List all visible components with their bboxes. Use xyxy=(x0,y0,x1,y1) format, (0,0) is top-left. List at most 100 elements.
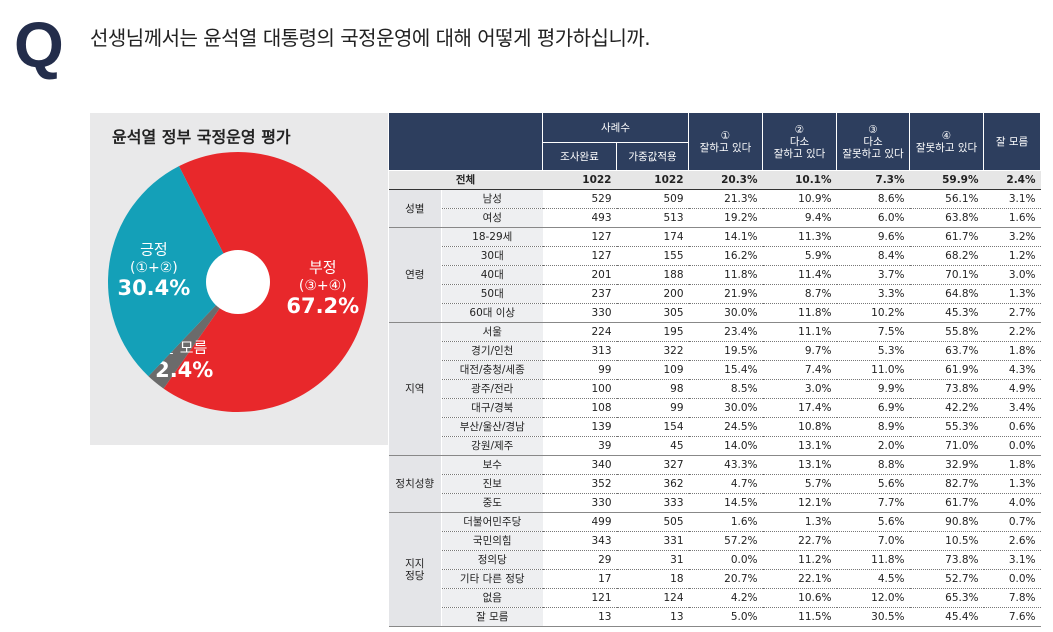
table-cell: 174 xyxy=(616,227,689,247)
table-cell: 21.9% xyxy=(688,284,763,304)
header-cell: ① 잘하고 있다 xyxy=(688,112,764,171)
table-cell: 499 xyxy=(542,512,617,532)
table-cell: 52.7% xyxy=(909,569,984,589)
slice-label: 긍정 xyxy=(140,240,168,258)
slice-sublabel: (①+②) xyxy=(130,260,178,276)
table-cell: 1.6% xyxy=(983,208,1041,228)
table-cell: 11.5% xyxy=(762,607,837,627)
table-cell: 64.8% xyxy=(909,284,984,304)
table-cell: 109 xyxy=(616,360,689,380)
table-cell: 73.8% xyxy=(909,550,984,570)
row-label: 강원/제주 xyxy=(441,436,543,456)
table-cell: 330 xyxy=(542,303,617,323)
header-row: 조사완료 가중값적용 xyxy=(389,142,1041,171)
table-cell: 43.3% xyxy=(688,455,763,475)
table-row: 성별 남성 529 509 21.3% 10.9% 8.6% 56.1% 3.1% xyxy=(388,189,1041,228)
table-cell: 505 xyxy=(616,512,689,532)
table-cell: 0.0% xyxy=(983,436,1041,456)
table-cell: 11.2% xyxy=(762,550,837,570)
table-cell: 8.9% xyxy=(836,417,910,437)
table-cell: 3.7% xyxy=(836,265,910,285)
table-cell: 82.7% xyxy=(909,474,984,494)
table-cell: 13 xyxy=(616,607,689,627)
header-cell: ③ 다소 잘못하고 있다 xyxy=(836,112,911,171)
table-cell: 4.3% xyxy=(983,360,1041,380)
table-cell: 1.8% xyxy=(983,455,1041,475)
slice-value: 2.4% xyxy=(155,358,213,382)
table-cell: 4.7% xyxy=(688,474,763,494)
table-cell: 4.0% xyxy=(983,493,1041,513)
table-cell: 0.7% xyxy=(983,512,1041,532)
table-cell: 9.6% xyxy=(836,227,910,247)
table-cell: 8.6% xyxy=(836,189,910,209)
table-cell: 11.0% xyxy=(836,360,910,380)
table-cell: 29 xyxy=(542,550,617,570)
table-row: 지지 정당 더불어민주당 499 505 1.6% 1.3% 5.6% 90.8% 0.7% xyxy=(388,512,1041,627)
table-cell: 333 xyxy=(616,493,689,513)
row-label: 진보 xyxy=(441,474,543,494)
table-cell: 55.3% xyxy=(909,417,984,437)
group-label: 지역 xyxy=(388,322,442,456)
table-cell: 65.3% xyxy=(909,588,984,608)
table-cell: 73.8% xyxy=(909,379,984,399)
table-row: 60대 이상 330 305 30.0% 11.8% 10.2% 45.3% 2.7% xyxy=(389,303,1041,323)
table-cell: 200 xyxy=(616,284,689,304)
table-cell: 7.4% xyxy=(762,360,837,380)
pie-slice xyxy=(108,166,239,377)
table-cell: 57.2% xyxy=(688,531,763,551)
table-cell: 327 xyxy=(616,455,689,475)
table-cell: 9.4% xyxy=(762,208,837,228)
row-label: 30대 xyxy=(441,246,543,266)
table-cell: 15.4% xyxy=(688,360,763,380)
table-row: 대전/충청/세종 99 109 15.4% 7.4% 11.0% 61.9% 4.3% xyxy=(389,360,1041,380)
table-cell: 330 xyxy=(542,493,617,513)
table-cell: 2.6% xyxy=(983,531,1041,551)
table-cell: 224 xyxy=(542,322,617,342)
row-label: 60대 이상 xyxy=(441,303,543,323)
row-label: 경기/인천 xyxy=(441,341,543,361)
table-cell: 24.5% xyxy=(688,417,763,437)
table-cell: 18 xyxy=(616,569,689,589)
table-cell: 45.4% xyxy=(909,607,984,627)
table-cell: 11.3% xyxy=(762,227,837,247)
table-row: 정의당 29 31 0.0% 11.2% 11.8% 73.8% 3.1% xyxy=(389,550,1041,570)
table-cell: 14.0% xyxy=(688,436,763,456)
group-label: 연령 xyxy=(388,227,442,323)
table-cell: 1.3% xyxy=(983,474,1041,494)
table-cell: 8.5% xyxy=(688,379,763,399)
table-cell: 42.2% xyxy=(909,398,984,418)
pie-slice xyxy=(148,282,238,389)
table-row: 경기/인천 313 322 19.5% 9.7% 5.3% 63.7% 1.8% xyxy=(389,341,1041,361)
table-cell: 39 xyxy=(542,436,617,456)
table-cell: 30.0% xyxy=(688,398,763,418)
table-cell: 11.8% xyxy=(688,265,763,285)
table-cell: 30.0% xyxy=(688,303,763,323)
table-row: 광주/전라 100 98 8.5% 3.0% 9.9% 73.8% 4.9% xyxy=(389,379,1041,399)
table-row: 대구/경북 108 99 30.0% 17.4% 6.9% 42.2% 3.4% xyxy=(389,398,1041,418)
row-label: 서울 xyxy=(441,322,543,342)
row-label: 40대 xyxy=(441,265,543,285)
table-cell: 0.0% xyxy=(688,550,763,570)
row-label: 여성 xyxy=(441,208,543,228)
table-cell: 55.8% xyxy=(909,322,984,342)
table-cell: 30.5% xyxy=(836,607,910,627)
table-cell: 32.9% xyxy=(909,455,984,475)
table-cell: 70.1% xyxy=(909,265,984,285)
table-cell: 352 xyxy=(542,474,617,494)
table-cell: 63.8% xyxy=(909,208,984,228)
table-cell: 100 xyxy=(542,379,617,399)
table-cell: 0.0% xyxy=(983,569,1041,589)
table-cell: 17.4% xyxy=(762,398,837,418)
table-cell: 1.3% xyxy=(983,284,1041,304)
row-label: 중도 xyxy=(441,493,543,513)
slice-value: 30.4% xyxy=(117,276,190,300)
table-cell: 17 xyxy=(542,569,617,589)
table-cell: 108 xyxy=(542,398,617,418)
table-cell: 3.0% xyxy=(983,265,1041,285)
pie-hole xyxy=(206,250,270,314)
table-row: 부산/울산/경남 139 154 24.5% 10.8% 8.9% 55.3% 0.6% xyxy=(389,417,1041,437)
table-cell: 61.9% xyxy=(909,360,984,380)
table-cell: 61.7% xyxy=(909,493,984,513)
row-label: 전체 xyxy=(388,170,543,190)
table-cell: 90.8% xyxy=(909,512,984,532)
